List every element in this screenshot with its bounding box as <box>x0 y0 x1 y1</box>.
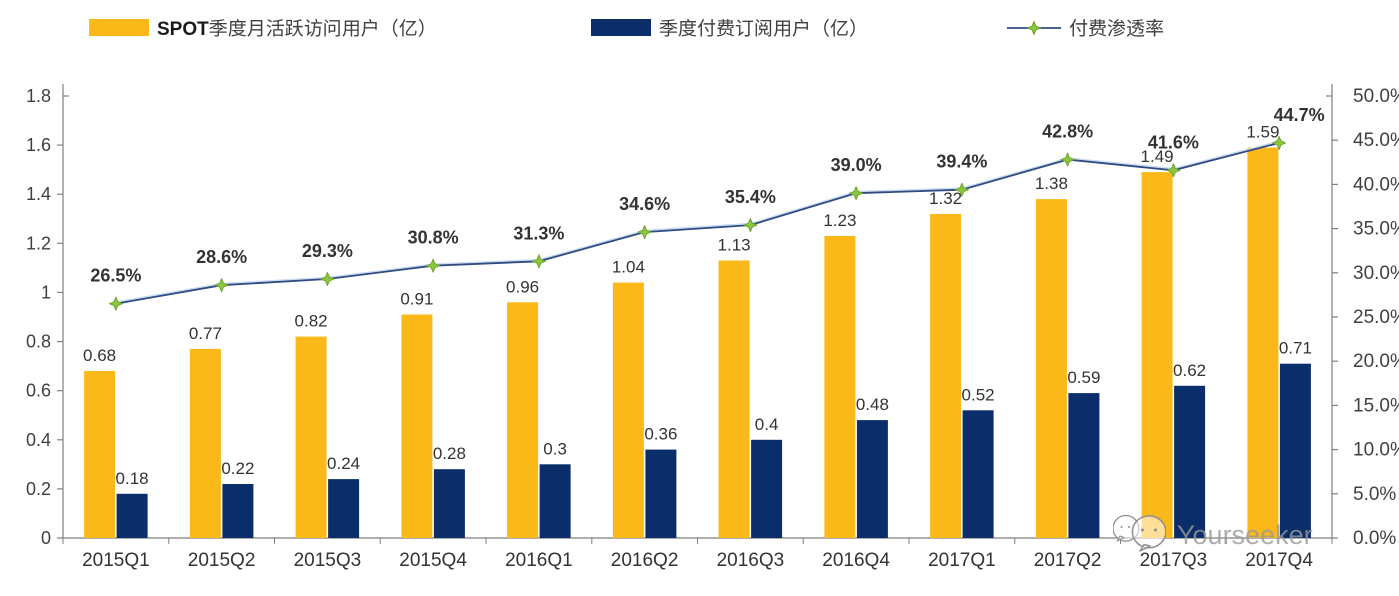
svg-text:0.3: 0.3 <box>543 439 567 458</box>
svg-text:2015Q2: 2015Q2 <box>188 550 256 571</box>
svg-text:1.2: 1.2 <box>26 233 51 253</box>
svg-text:0.36: 0.36 <box>644 425 677 444</box>
svg-text:5.0%: 5.0% <box>1353 484 1396 505</box>
svg-text:1.04: 1.04 <box>612 258 645 277</box>
svg-text:39.4%: 39.4% <box>936 152 987 172</box>
svg-text:0.91: 0.91 <box>400 290 433 309</box>
svg-text:26.5%: 26.5% <box>90 266 141 286</box>
svg-text:0.18: 0.18 <box>116 469 149 488</box>
svg-text:1.4: 1.4 <box>26 184 51 204</box>
svg-text:0.52: 0.52 <box>962 385 995 404</box>
svg-text:39.0%: 39.0% <box>831 155 882 175</box>
svg-text:1.13: 1.13 <box>718 236 751 255</box>
svg-text:0.28: 0.28 <box>433 444 466 463</box>
svg-text:2015Q4: 2015Q4 <box>399 550 467 571</box>
svg-text:2017Q4: 2017Q4 <box>1245 550 1313 571</box>
svg-text:2016Q3: 2016Q3 <box>717 550 785 571</box>
svg-text:0.0%: 0.0% <box>1353 528 1396 549</box>
svg-text:15.0%: 15.0% <box>1353 395 1399 416</box>
svg-text:30.8%: 30.8% <box>408 228 459 248</box>
svg-text:0.24: 0.24 <box>327 454 360 473</box>
svg-text:41.6%: 41.6% <box>1148 132 1199 152</box>
svg-text:35.4%: 35.4% <box>725 187 776 207</box>
svg-text:45.0%: 45.0% <box>1353 130 1399 151</box>
svg-text:25.0%: 25.0% <box>1353 307 1399 328</box>
svg-text:2015Q3: 2015Q3 <box>294 550 362 571</box>
svg-text:0.59: 0.59 <box>1067 368 1100 387</box>
svg-text:40.0%: 40.0% <box>1353 174 1399 195</box>
svg-text:50.0%: 50.0% <box>1353 86 1399 107</box>
svg-text:2016Q1: 2016Q1 <box>505 550 573 571</box>
svg-text:30.0%: 30.0% <box>1353 263 1399 284</box>
svg-text:44.7%: 44.7% <box>1274 105 1325 125</box>
svg-text:2016Q2: 2016Q2 <box>611 550 679 571</box>
svg-text:1.38: 1.38 <box>1035 174 1068 193</box>
svg-text:0.48: 0.48 <box>856 395 889 414</box>
svg-text:1: 1 <box>41 282 51 302</box>
svg-text:20.0%: 20.0% <box>1353 351 1399 372</box>
svg-text:2017Q1: 2017Q1 <box>928 550 996 571</box>
svg-text:42.8%: 42.8% <box>1042 122 1093 142</box>
svg-text:1.32: 1.32 <box>929 189 962 208</box>
svg-text:0.2: 0.2 <box>26 479 51 499</box>
svg-text:0.62: 0.62 <box>1173 361 1206 380</box>
svg-text:0.71: 0.71 <box>1279 339 1312 358</box>
svg-text:35.0%: 35.0% <box>1353 219 1399 240</box>
svg-text:0.4: 0.4 <box>26 430 51 450</box>
svg-text:0: 0 <box>41 528 51 548</box>
svg-text:0.96: 0.96 <box>506 277 539 296</box>
svg-text:0.22: 0.22 <box>221 459 254 478</box>
svg-text:1.6: 1.6 <box>26 135 51 155</box>
svg-text:28.6%: 28.6% <box>196 247 247 267</box>
svg-text:1.8: 1.8 <box>26 86 51 106</box>
svg-text:0.77: 0.77 <box>189 324 222 343</box>
svg-text:0.82: 0.82 <box>295 312 328 331</box>
svg-text:31.3%: 31.3% <box>513 223 564 243</box>
svg-text:0.4: 0.4 <box>755 415 779 434</box>
svg-text:34.6%: 34.6% <box>619 194 670 214</box>
svg-text:1.23: 1.23 <box>823 211 856 230</box>
svg-text:10.0%: 10.0% <box>1353 440 1399 461</box>
svg-text:1.59: 1.59 <box>1246 123 1279 142</box>
svg-text:2015Q1: 2015Q1 <box>82 550 150 571</box>
svg-text:0.68: 0.68 <box>83 346 116 365</box>
svg-text:0.8: 0.8 <box>26 332 51 352</box>
svg-text:29.3%: 29.3% <box>302 241 353 261</box>
svg-text:2017Q2: 2017Q2 <box>1034 550 1102 571</box>
svg-text:0.6: 0.6 <box>26 381 51 401</box>
svg-text:2016Q4: 2016Q4 <box>822 550 890 571</box>
